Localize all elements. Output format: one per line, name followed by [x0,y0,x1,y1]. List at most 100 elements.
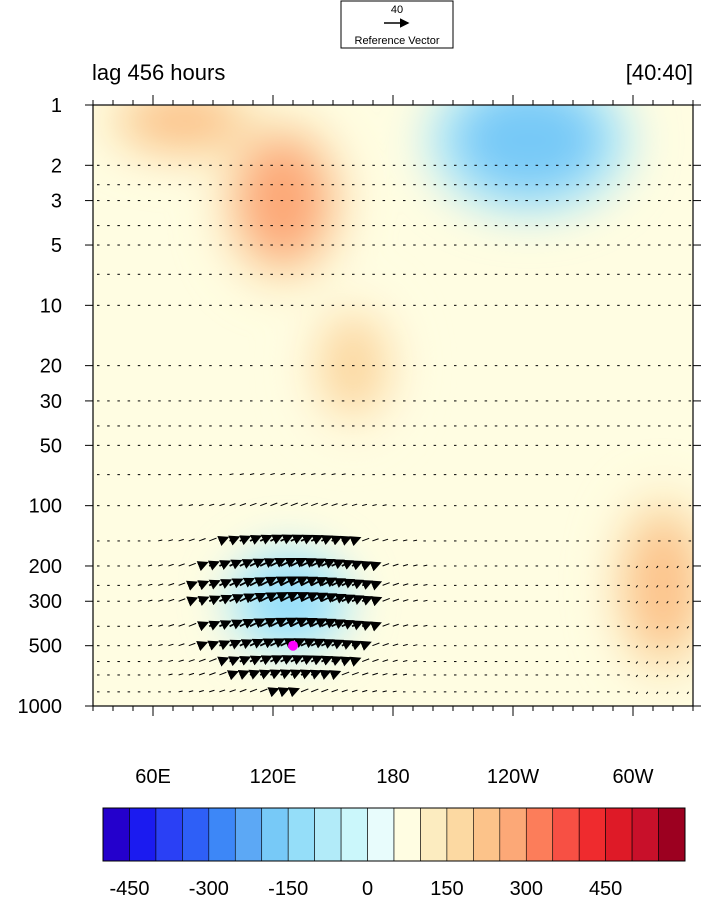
x-tick-label: 180 [376,766,409,788]
shaded-feature [454,105,604,196]
colorbar-swatch [182,807,210,862]
wind-vector [402,564,409,567]
shaded-feature [625,515,693,656]
wind-vector [392,690,397,693]
colorbar-label: 450 [589,878,622,898]
wind-vector [158,624,164,627]
wind-vector [676,645,679,648]
wind-vector [341,594,356,605]
reference-vector-legend: 40 Reference Vector [340,0,454,49]
wind-vector [207,560,220,571]
colorbar-label: -300 [189,878,229,898]
colorbar-swatch [393,807,421,862]
wind-vector [270,502,278,507]
wind-vector [300,473,306,476]
wind-vector [158,539,163,542]
wind-vector [219,579,233,589]
wind-vector [280,557,297,568]
wind-vector [249,577,267,588]
wind-vector [228,535,241,546]
wind-vector [270,655,284,666]
wind-vector [249,638,264,649]
y-tick-label: 20 [40,356,62,378]
colorbar-swatch [208,807,236,862]
wind-vector [300,592,319,603]
wind-vector [310,558,327,569]
wind-vector [290,655,304,665]
wind-vector [168,598,175,602]
wind-vector [329,670,342,681]
wind-vector [229,578,244,589]
wind-vector [249,618,266,629]
wind-vector [209,689,215,693]
wind-vector [311,473,316,476]
wind-vector [361,595,374,606]
wind-vector [331,619,346,630]
colorbar: -450 -300 -150 0 150 300 450 [102,807,686,898]
y-tick-label: 5 [51,235,62,257]
wind-vector [178,563,185,567]
wind-vector [147,564,153,567]
wind-vector [290,473,296,476]
colorbar-swatch [420,807,448,862]
wind-vector [321,502,328,507]
wind-vector [280,534,294,545]
wind-vector [239,535,252,546]
colorbar-swatch [446,807,474,862]
wind-vector [280,576,299,587]
wind-vector [686,565,689,569]
reference-vector-magnitude: 40 [391,4,403,16]
colorbar-label: 150 [430,878,463,898]
title-right: [40:40] [626,60,693,85]
wind-vector [249,592,267,603]
wind-vector [372,690,378,693]
wind-vector [351,503,358,507]
wind-vector [635,674,638,678]
wind-vector [656,691,659,695]
wind-vector [686,645,689,648]
wind-vector [362,689,368,693]
x-tick-label: 60E [135,766,171,788]
wind-vector [402,624,409,627]
wind-vector [402,673,408,676]
wind-vector [178,673,184,676]
wind-vector [413,539,418,542]
wind-vector [300,638,316,649]
wind-vector [178,582,186,586]
wind-vector [370,596,383,607]
colorbar-swatch [525,807,554,862]
wind-vector [280,592,299,603]
wind-vector [259,534,273,545]
wind-vector [300,655,314,666]
colorbar-swatch [367,807,395,862]
wind-vector [370,580,383,591]
wind-vector [372,642,380,647]
wind-vector [158,599,164,602]
wind-vector [290,557,307,568]
wind-vector [676,625,679,629]
wind-vector [208,620,221,631]
colorbar-swatch [578,807,606,862]
wind-vector [372,538,379,542]
wind-vector [158,564,163,567]
colorbar-swatch [605,807,633,862]
wind-vector [239,619,255,629]
wind-vector [259,655,273,666]
wind-vector [198,503,204,507]
wind-vector [209,503,215,507]
wind-vector [686,661,689,664]
colorbar-swatch [287,807,315,862]
wind-vector [686,585,689,588]
wind-vector [178,690,183,693]
wind-vector [645,600,649,604]
wind-vector [239,655,252,666]
wind-vector [239,688,247,693]
wind-vector [666,645,669,648]
wind-vector [309,669,322,680]
wind-vector [321,577,338,588]
wind-vector [666,600,669,604]
wind-vector [656,674,659,678]
wind-vector [331,473,336,476]
y-tick-label: 30 [40,391,62,413]
wind-vector [392,623,399,627]
